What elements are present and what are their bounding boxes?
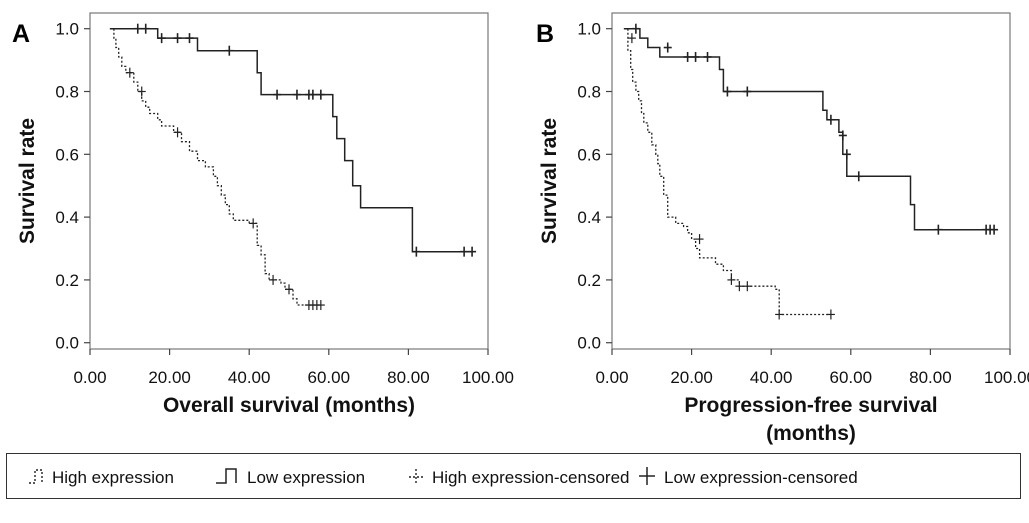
y-axis-label: Survival rate bbox=[538, 118, 561, 244]
censor-mark-low-expression bbox=[468, 246, 477, 257]
legend-symbol-low-expression bbox=[216, 468, 237, 484]
censor-mark-high-expression bbox=[727, 274, 736, 285]
censor-mark-low-expression bbox=[842, 149, 851, 160]
censor-mark-low-expression bbox=[663, 42, 672, 53]
censor-mark-high-expression bbox=[173, 127, 182, 138]
censor-mark-low-expression bbox=[934, 224, 943, 235]
censor-mark-low-expression bbox=[683, 51, 692, 62]
censor-mark-high-expression bbox=[285, 284, 293, 295]
series-line-high-expression bbox=[623, 28, 831, 316]
legend-label-high-expression: High expression bbox=[52, 468, 174, 487]
censor-mark-high-expression bbox=[627, 33, 636, 44]
censor-mark-low-expression bbox=[691, 51, 700, 62]
y-tick-label: 0.4 bbox=[577, 208, 601, 227]
y-tick-label: 0.2 bbox=[55, 271, 79, 290]
censor-mark-high-expression bbox=[775, 309, 784, 320]
censor-mark-low-expression bbox=[631, 23, 640, 34]
censor-mark-low-expression bbox=[273, 89, 282, 100]
x-axis-label: (months) bbox=[766, 422, 856, 445]
censor-mark-low-expression bbox=[316, 89, 325, 100]
censor-mark-high-expression bbox=[735, 281, 744, 292]
legend-label-high-expression-censored: High expression-censored bbox=[432, 468, 630, 487]
legend-symbol-low-expression-censored bbox=[639, 467, 655, 485]
legend-label-low-expression: Low expression bbox=[247, 468, 365, 487]
series-line-low-expression bbox=[109, 27, 473, 253]
x-tick-label: 80.00 bbox=[909, 368, 952, 387]
x-tick-label: 60.00 bbox=[308, 368, 351, 387]
censor-mark-low-expression bbox=[225, 45, 234, 56]
series-line-high-expression bbox=[109, 28, 321, 306]
censor-mark-low-expression bbox=[292, 89, 301, 100]
censor-mark-high-expression bbox=[137, 86, 146, 97]
y-tick-label: 0.2 bbox=[577, 271, 601, 290]
legend-symbol-high-expression-censored bbox=[409, 469, 423, 485]
x-tick-label: 20.00 bbox=[148, 368, 191, 387]
x-tick-label: 80.00 bbox=[387, 368, 430, 387]
censor-mark-low-expression bbox=[723, 86, 732, 97]
x-tick-label: 0.00 bbox=[595, 368, 628, 387]
censor-mark-low-expression bbox=[133, 23, 142, 34]
x-axis-label: Overall survival (months) bbox=[163, 394, 415, 417]
y-tick-label: 0.0 bbox=[577, 334, 601, 353]
censor-mark-high-expression bbox=[695, 234, 704, 245]
series-line-low-expression bbox=[623, 27, 995, 231]
legend-symbol-high-expression bbox=[29, 469, 43, 484]
y-tick-label: 0.8 bbox=[55, 83, 79, 102]
censor-mark-high-expression bbox=[249, 218, 258, 229]
censor-mark-low-expression bbox=[412, 246, 421, 257]
y-tick-label: 1.0 bbox=[55, 20, 79, 39]
chart-panel-b: B 0.0 0.2 0.4 0.6 0.8 1.0 0.00 20.00 40.00 60.00 80… bbox=[536, 12, 1029, 445]
y-tick-label: 0.6 bbox=[577, 145, 601, 164]
plot-frame bbox=[611, 12, 1011, 350]
censor-mark-high-expression bbox=[316, 300, 325, 311]
censor-mark-high-expression bbox=[125, 67, 134, 78]
x-tick-label: 100.00 bbox=[984, 368, 1029, 387]
censor-mark-low-expression bbox=[308, 89, 317, 100]
chart-panel-a: A 0.0 0.2 0.4 0.6 0.8 1.0 0.00 20.00 40.00 60.00 80… bbox=[12, 12, 514, 417]
y-tick-label: 0.0 bbox=[55, 334, 79, 353]
legend: High expression Low expression High expr… bbox=[6, 453, 1021, 499]
x-tick-label: 20.00 bbox=[670, 368, 713, 387]
censor-mark-low-expression bbox=[854, 171, 863, 182]
y-axis-label: Survival rate bbox=[16, 118, 39, 244]
censor-mark-low-expression bbox=[826, 114, 835, 125]
y-tick-label: 0.8 bbox=[577, 83, 601, 102]
y-tick-label: 1.0 bbox=[577, 20, 601, 39]
plot-frame bbox=[89, 12, 489, 350]
censor-mark-low-expression bbox=[990, 224, 999, 235]
censor-mark-high-expression bbox=[743, 281, 752, 292]
censor-mark-low-expression bbox=[173, 33, 182, 44]
y-tick-label: 0.6 bbox=[55, 145, 79, 164]
x-axis-label: Progression-free survival bbox=[684, 394, 937, 417]
censor-mark-low-expression bbox=[838, 130, 847, 141]
censor-mark-low-expression bbox=[141, 23, 150, 34]
x-tick-label: 40.00 bbox=[228, 368, 271, 387]
censor-mark-high-expression bbox=[826, 309, 835, 320]
y-tick-label: 0.4 bbox=[55, 208, 79, 227]
censor-mark-low-expression bbox=[157, 33, 166, 44]
x-tick-label: 0.00 bbox=[73, 368, 106, 387]
panel-letter: B bbox=[536, 20, 554, 48]
censor-mark-low-expression bbox=[703, 51, 712, 62]
censor-mark-high-expression bbox=[269, 274, 278, 285]
censor-mark-low-expression bbox=[185, 33, 194, 44]
legend-label-low-expression-censored: Low expression-censored bbox=[664, 468, 858, 487]
panel-letter: A bbox=[12, 20, 30, 48]
censor-mark-low-expression bbox=[460, 246, 469, 257]
censor-mark-low-expression bbox=[743, 86, 752, 97]
x-tick-label: 40.00 bbox=[750, 368, 793, 387]
x-tick-label: 100.00 bbox=[462, 368, 514, 387]
x-tick-label: 60.00 bbox=[830, 368, 873, 387]
